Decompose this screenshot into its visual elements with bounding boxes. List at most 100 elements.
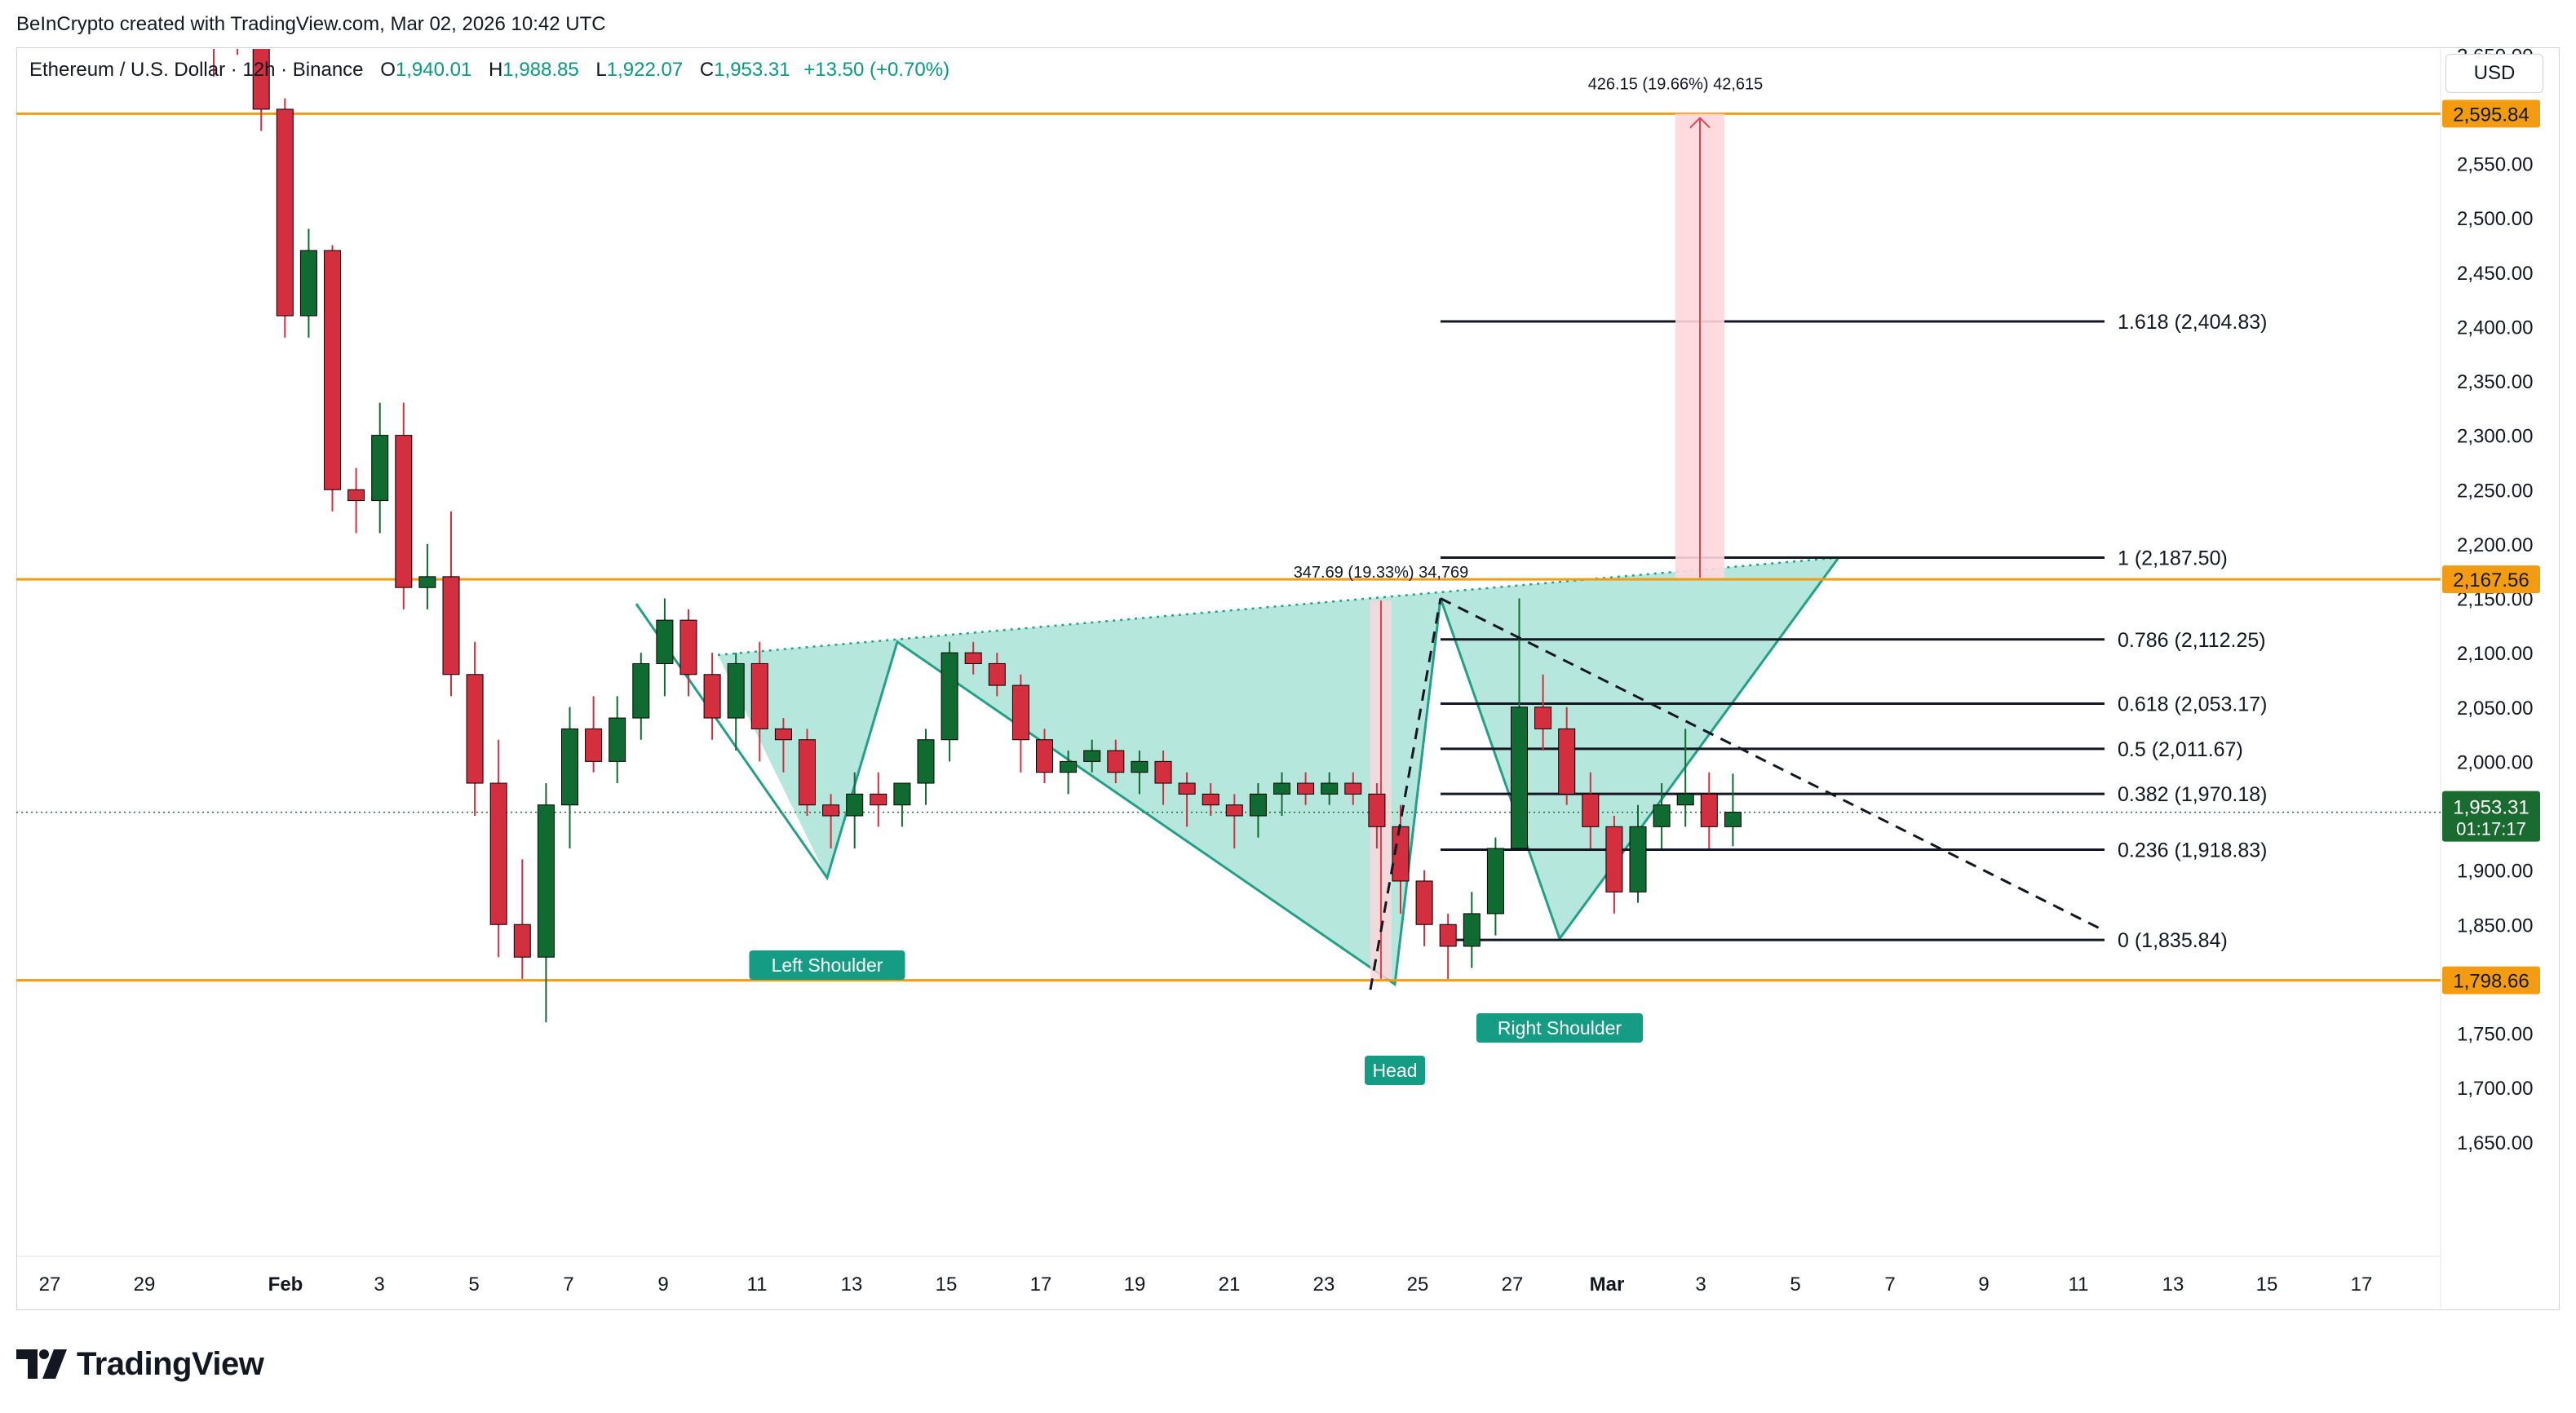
price-tick-label: 1,700.00	[2457, 1078, 2533, 1100]
candle-up	[1083, 750, 1101, 762]
time-tick-label: Mar	[1590, 1273, 1625, 1296]
price-tick-label: 2,500.00	[2457, 208, 2533, 230]
candle-up	[561, 728, 578, 806]
low-value: 1,922.07	[606, 59, 684, 81]
price-tick-label: 2,550.00	[2457, 154, 2533, 176]
candle-down	[1036, 739, 1053, 773]
candle-down	[585, 728, 603, 762]
left-shoulder-label-bg	[749, 950, 905, 980]
time-tick-label: 29	[134, 1273, 156, 1296]
fib-level-label: 0.382 (1,970.18)	[2118, 783, 2267, 806]
time-tick-label: 23	[1313, 1273, 1335, 1296]
candle-down	[822, 804, 840, 817]
candle-down	[513, 924, 531, 958]
time-tick-label: 7	[1884, 1273, 1895, 1296]
time-tick-label: 13	[2162, 1273, 2184, 1296]
symbol-name: Ethereum / U.S. Dollar · 12h · Binance	[29, 59, 364, 81]
candle-up	[1629, 826, 1647, 893]
time-tick-label: 17	[1030, 1273, 1052, 1296]
brand-name: TradingView	[77, 1345, 264, 1382]
candle-down	[1225, 804, 1243, 817]
candle-down	[750, 662, 768, 729]
candle-down	[395, 435, 413, 588]
candle-up	[1060, 760, 1078, 773]
fib-level-label: 0 (1,835.84)	[2118, 929, 2228, 952]
candle-up	[1321, 782, 1339, 795]
time-tick-label: 3	[1695, 1273, 1706, 1296]
candle-up	[893, 782, 911, 806]
high-value: 1,988.85	[502, 59, 579, 81]
right-shoulder-label: Right Shoulder	[1498, 1017, 1622, 1039]
candle-down	[1605, 826, 1623, 893]
candle-down	[1582, 793, 1600, 827]
level-price-badge-label: 2,595.84	[2453, 104, 2529, 126]
low-label: L	[595, 59, 607, 81]
time-tick-label: Feb	[268, 1273, 303, 1296]
candle-down	[324, 250, 341, 490]
tradingview-logo-icon	[16, 1349, 67, 1379]
level-price-badge-label: 1,798.66	[2453, 971, 2529, 993]
time-tick-label: 27	[1502, 1273, 1524, 1296]
time-tick-label: 27	[39, 1273, 61, 1296]
candle-up	[656, 619, 674, 664]
pattern-outline	[635, 556, 1840, 987]
symbol-legend: Ethereum / U.S. Dollar · 12h · Binance O…	[29, 59, 949, 82]
candle-down	[1558, 728, 1576, 795]
close-value: 1,953.31	[714, 59, 790, 81]
candle-up	[727, 662, 745, 719]
last-price-badge	[2442, 791, 2540, 842]
candle-down	[347, 489, 365, 502]
candle-down	[774, 728, 792, 741]
time-tick-label: 15	[2256, 1273, 2278, 1296]
chart-credit: BeInCrypto created with TradingView.com,…	[16, 13, 606, 35]
plot-layer: 1.618 (2,404.83) 1 (2,187.50) 0.786 (2,112…	[16, 0, 2441, 1085]
candle-up	[371, 435, 389, 502]
candle-down	[1297, 782, 1315, 795]
fib-level-label: 0.786 (2,112.25)	[2118, 629, 2266, 652]
candle-down	[1154, 760, 1172, 784]
candle-down	[1344, 782, 1362, 795]
time-tick-label: 11	[747, 1273, 768, 1296]
price-tick-label: 1,750.00	[2457, 1024, 2533, 1046]
candle-up	[917, 739, 935, 784]
candle-down	[964, 652, 982, 664]
time-tick-label: 3	[374, 1273, 384, 1296]
fib-level-label: 1 (2,187.50)	[2118, 547, 2228, 570]
change-value: +13.50 (+0.70%)	[803, 59, 950, 81]
time-tick-label: 7	[563, 1273, 573, 1296]
price-tick-label: 2,400.00	[2457, 317, 2533, 339]
price-tick-label: 1,850.00	[2457, 915, 2533, 937]
candle-down	[206, 0, 222, 1]
price-tick-label: 2,200.00	[2457, 534, 2533, 556]
open-label: O	[380, 59, 396, 81]
candle-down	[1011, 684, 1029, 741]
candle-down	[1415, 880, 1433, 925]
candle-down	[703, 674, 721, 719]
candle-up	[1486, 848, 1504, 915]
price-tick-label: 2,450.00	[2457, 263, 2533, 285]
head-label-bg	[1365, 1056, 1425, 1085]
candle-up	[1511, 706, 1528, 849]
time-tick-label: 17	[2351, 1273, 2373, 1296]
candle-up	[941, 652, 958, 741]
high-label: H	[488, 59, 503, 81]
close-label: C	[699, 59, 715, 81]
left-shoulder-label: Left Shoulder	[772, 955, 883, 976]
candle-up	[632, 662, 650, 719]
fib-level-label: 0.618 (2,053.17)	[2118, 693, 2267, 716]
price-tick-label: 2,100.00	[2457, 643, 2533, 665]
currency-button[interactable]: USD	[2445, 54, 2543, 93]
candle-down	[466, 674, 484, 784]
level-price-badge	[2442, 100, 2540, 128]
candle-up	[1249, 793, 1267, 817]
candle-down	[442, 576, 460, 675]
candle-down	[1700, 793, 1718, 827]
candle-down	[489, 782, 507, 925]
candle-up	[1273, 782, 1290, 795]
tradingview-brand: TradingView	[16, 1344, 264, 1384]
head-label: Head	[1373, 1060, 1418, 1081]
open-value: 1,940.01	[395, 59, 472, 81]
candle-down	[1534, 706, 1552, 729]
candle-down	[799, 739, 816, 806]
